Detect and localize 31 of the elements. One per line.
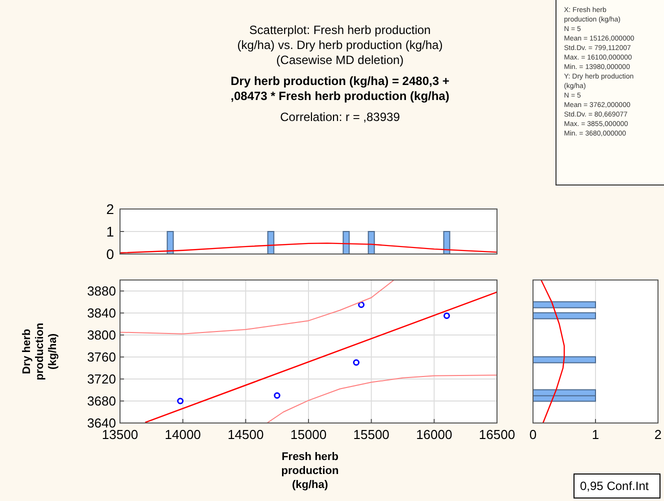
x-axis-title: Fresh herb production (kg/ha) <box>281 451 339 491</box>
point <box>274 392 280 399</box>
x-tick-label: 2 <box>654 427 662 442</box>
point <box>353 359 360 366</box>
y-tick-label: 2 <box>106 201 114 217</box>
chart-subtitle: Dry herb production (kg/ha) = 2480,3 + ,08473 * Fresh herb production (kg/ha) <box>230 74 450 103</box>
y-tick-label: 3880 <box>87 284 116 298</box>
chart-title: Scatterplot: Fresh herb production (kg/ha) vs. Dry herb production (kg/ha) (Casewise MD deletion) <box>237 23 443 67</box>
y-tick-label: 3720 <box>87 372 116 386</box>
x-tick-label: 16500 <box>478 427 516 442</box>
x-tick-label: 14500 <box>228 427 264 442</box>
y-axis-title: Dry herb production (kg/ha) <box>21 322 59 380</box>
text: 0,95 Conf.Int <box>580 479 650 493</box>
y-tick-label: 1 <box>106 224 114 240</box>
x-tick-label: 16000 <box>416 427 452 442</box>
x-tick-label: 15500 <box>353 427 390 442</box>
point <box>443 312 450 319</box>
y-tick-label: 3800 <box>87 328 116 342</box>
line-series <box>120 280 394 334</box>
line-series <box>266 374 497 423</box>
x-tick-label: 14000 <box>164 427 201 442</box>
x-tick-label: 0 <box>529 427 537 442</box>
text: Correlation: r = ,83939 <box>280 110 400 124</box>
point <box>177 398 184 404</box>
y-tick-label: 3840 <box>87 306 116 320</box>
y-tick-label: 0 <box>106 246 114 262</box>
y-tick-label: 3680 <box>87 394 116 408</box>
x-tick-label: 15000 <box>290 427 327 442</box>
point <box>358 302 365 308</box>
y-tick-label: 3760 <box>87 350 116 364</box>
x-tick-label: 1 <box>592 427 600 442</box>
